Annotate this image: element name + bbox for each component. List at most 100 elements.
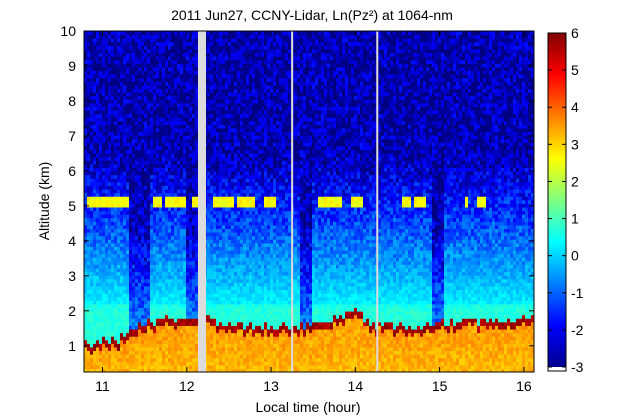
heatmap-cell	[219, 257, 223, 262]
heatmap-cell	[141, 217, 145, 222]
heatmap-cell	[159, 253, 163, 258]
heatmap-cell	[114, 117, 118, 122]
heatmap-cell	[111, 48, 115, 54]
heatmap-cell	[99, 332, 103, 337]
heatmap-cell	[147, 31, 151, 36]
heatmap-cell	[228, 282, 232, 287]
heatmap-cell	[174, 336, 178, 341]
heatmap-cell	[216, 196, 220, 201]
heatmap-cell	[93, 350, 97, 355]
heatmap-cell	[84, 296, 88, 301]
heatmap-cell	[123, 163, 127, 168]
heatmap-cell	[231, 196, 235, 201]
heatmap-cell	[135, 206, 139, 212]
heatmap-cell	[177, 260, 181, 265]
heatmap-cell	[147, 267, 151, 273]
heatmap-cell	[99, 63, 103, 68]
heatmap-cell	[147, 52, 151, 57]
heatmap-cell	[87, 235, 91, 240]
heatmap-cell	[96, 239, 100, 244]
heatmap-cell	[231, 214, 235, 219]
heatmap-cell	[174, 153, 178, 158]
heatmap-cell	[219, 206, 223, 212]
heatmap-cell	[210, 296, 214, 301]
heatmap-cell	[147, 127, 151, 133]
heatmap-cell	[165, 235, 169, 240]
heatmap-cell	[108, 192, 112, 197]
heatmap-cell	[210, 321, 214, 326]
heatmap-cell	[150, 328, 154, 334]
heatmap-cell	[222, 188, 226, 194]
heatmap-cell	[99, 77, 103, 82]
heatmap-cell	[135, 156, 139, 161]
heatmap-cell	[99, 95, 103, 100]
heatmap-cell	[162, 217, 166, 222]
heatmap-cell	[87, 145, 91, 151]
heatmap-cell	[120, 325, 124, 330]
heatmap-cell	[141, 267, 145, 273]
heatmap-cell	[231, 242, 235, 247]
heatmap-cell	[177, 167, 181, 172]
heatmap-cell	[96, 192, 100, 197]
heatmap-cell	[231, 178, 235, 183]
heatmap-cell	[153, 289, 157, 294]
heatmap-cell	[123, 77, 127, 82]
heatmap-cell	[87, 181, 91, 186]
heatmap-cell	[93, 34, 97, 39]
heatmap-cell	[210, 217, 214, 222]
heatmap-cell	[186, 318, 190, 323]
heatmap-cell	[183, 74, 187, 79]
heatmap-cell	[216, 99, 220, 104]
heatmap-cell	[165, 221, 169, 226]
heatmap-cell	[147, 278, 151, 283]
heatmap-cell	[216, 124, 220, 129]
heatmap-cell	[105, 81, 109, 86]
heatmap-cell	[231, 199, 235, 204]
heatmap-cell	[225, 332, 229, 337]
heatmap-cell	[138, 156, 142, 161]
heatmap-cell	[207, 131, 211, 136]
heatmap-cell	[156, 117, 160, 122]
heatmap-cell	[159, 350, 163, 355]
heatmap-cell	[96, 174, 100, 179]
heatmap-cell	[114, 156, 118, 161]
heatmap-cell	[165, 346, 169, 352]
heatmap-cell	[141, 109, 145, 115]
heatmap-cell	[138, 120, 142, 125]
heatmap-cell	[168, 160, 172, 165]
heatmap-cell	[93, 249, 97, 255]
heatmap-cell	[114, 224, 118, 230]
heatmap-cell	[96, 52, 100, 57]
heatmap-cell	[135, 102, 139, 107]
heatmap-cell	[213, 224, 217, 230]
heatmap-cell	[144, 260, 148, 265]
heatmap-cell	[111, 45, 115, 50]
heatmap-cell	[168, 66, 172, 72]
heatmap-cell	[114, 56, 118, 61]
heatmap-cell	[108, 336, 112, 341]
heatmap-cell	[138, 228, 142, 233]
heatmap-cell	[111, 242, 115, 247]
heatmap-cell	[147, 253, 151, 258]
heatmap-cell	[171, 314, 175, 319]
heatmap-cell	[114, 357, 118, 362]
heatmap-cell	[195, 232, 199, 237]
heatmap-cell	[231, 354, 235, 359]
heatmap-cell	[108, 149, 112, 154]
heatmap-cell	[153, 192, 157, 197]
heatmap-cell	[231, 120, 235, 125]
heatmap-cell	[183, 224, 187, 230]
heatmap-cell	[117, 138, 121, 143]
heatmap-cell	[189, 153, 193, 158]
heatmap-cell	[135, 84, 139, 90]
heatmap-cell	[111, 77, 115, 82]
heatmap-cell	[159, 48, 163, 54]
heatmap-cell	[120, 167, 124, 172]
heatmap-cell	[147, 124, 151, 129]
heatmap-cell	[168, 149, 172, 154]
heatmap-cell	[126, 271, 130, 276]
heatmap-cell	[159, 357, 163, 362]
heatmap-cell	[183, 217, 187, 222]
heatmap-cell	[87, 278, 91, 283]
heatmap-cell	[234, 163, 238, 168]
